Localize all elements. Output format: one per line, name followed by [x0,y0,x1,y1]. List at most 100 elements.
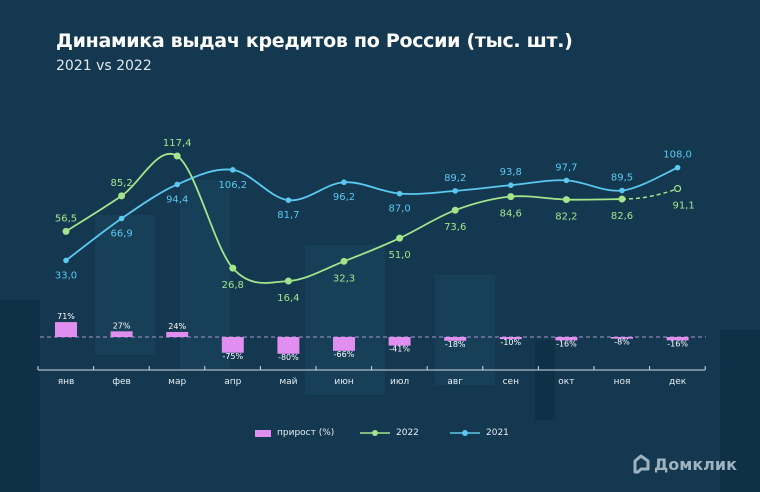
growth-bar-label: 27% [113,321,131,330]
house-logo-icon [633,454,650,474]
x-tick-label: мар [168,377,186,387]
point-2022 [618,195,626,203]
point-2022 [451,206,459,214]
legend-line-2021-icon [450,430,480,436]
growth-bar [555,337,578,341]
label-2021: 96,2 [333,192,355,203]
line-2022-forecast [621,187,678,200]
point-2022 [396,234,404,242]
label-2021: 94,4 [166,194,188,205]
label-2022: 82,2 [555,212,577,223]
growth-bar [277,337,300,354]
point-2022 [229,264,237,272]
label-2022: 56,5 [55,213,77,224]
label-2021: 81,7 [277,210,299,221]
point-2022 [173,152,181,160]
legend-swatch-growth [255,429,271,437]
label-2022: 26,8 [222,280,244,291]
growth-bar-label: -41% [389,345,410,354]
point-2021 [619,187,625,194]
x-tick-label: окт [558,377,574,387]
point-2021 [63,257,69,264]
x-tick-label: июл [390,377,409,387]
line-2022 [65,152,623,284]
point-2021 [674,164,681,171]
point-2021 [174,181,180,188]
label-2022: 91,1 [672,201,694,212]
legend-label-2021: 2021 [486,428,509,438]
label-2021: 89,2 [444,173,466,184]
point-2021 [285,197,292,203]
growth-bar [444,337,467,341]
label-2022: 85,2 [110,178,132,189]
x-tick-label: апр [224,377,241,387]
growth-bar [333,337,355,351]
label-2021: 66,9 [110,228,132,239]
legend-item-2022: 2022 [360,428,419,438]
point-2021 [341,179,347,186]
x-tick-label: авг [447,377,463,387]
legend-label-2022: 2022 [396,428,419,438]
point-2021 [230,167,236,173]
growth-bar-label: -8% [614,338,630,347]
growth-bar-label: -18% [445,340,466,349]
point-2022 [62,227,70,235]
growth-bar-label: -66% [334,350,355,359]
legend-label-growth: прирост (%) [277,428,335,438]
x-tick-label: сен [503,377,519,387]
label-2021: 89,5 [611,173,633,184]
label-2021: 97,7 [555,162,577,173]
growth-bar-label: -75% [222,352,243,361]
label-2022: 32,3 [333,273,355,284]
growth-bar [55,322,77,337]
x-tick-label: янв [58,377,75,387]
point-2021 [396,190,403,197]
line-2021 [65,166,678,262]
point-2022 [284,277,292,285]
growth-bar [611,337,633,339]
label-2021: 87,0 [388,204,410,215]
growth-bar-label: 24% [168,322,186,331]
x-tick-label: фев [112,377,131,387]
point-2022 [340,257,348,265]
label-2022: 82,6 [611,211,633,222]
label-2021: 33,0 [55,270,77,281]
growth-bar-label: -80% [278,353,299,362]
growth-bar [221,337,244,353]
point-2022 [118,192,126,200]
point-2021 [563,177,570,184]
label-2022: 117,4 [163,138,192,149]
x-tick-label: июн [334,377,353,387]
label-2022: 51,0 [388,250,410,261]
legend-item-growth: прирост (%) [255,428,334,438]
label-2021: 93,8 [500,167,522,178]
point-2021 [452,188,459,194]
chart-title: Динамика выдач кредитов по России (тыс. … [56,30,573,52]
label-2022: 73,6 [444,222,466,233]
x-tick-label: дек [669,377,687,387]
growth-bar-label: -16% [556,339,577,348]
growth-bar [499,337,522,340]
point-2021 [508,182,514,189]
legend-item-2021: 2021 [450,428,509,438]
x-tick-label: ноя [614,377,631,387]
label-2022: 84,6 [500,209,522,220]
growth-bar-label: -10% [500,338,521,347]
growth-bar [110,331,133,337]
growth-bar [666,337,689,341]
growth-bar-label: 71% [57,312,75,321]
growth-bar [166,331,189,337]
point-2022 [562,196,570,204]
brand-name: Домклик [654,454,737,474]
label-2021: 108,0 [663,150,692,161]
brand-logo: Домклик [632,454,737,474]
point-2022 [507,193,515,201]
growth-bar-label: -16% [667,339,688,348]
x-tick-label: май [279,377,297,387]
label-2021: 106,2 [218,180,247,191]
growth-bar [388,337,411,346]
point-2021 [118,215,125,222]
label-2022: 16,4 [277,293,299,304]
legend-line-2022-icon [360,430,390,436]
